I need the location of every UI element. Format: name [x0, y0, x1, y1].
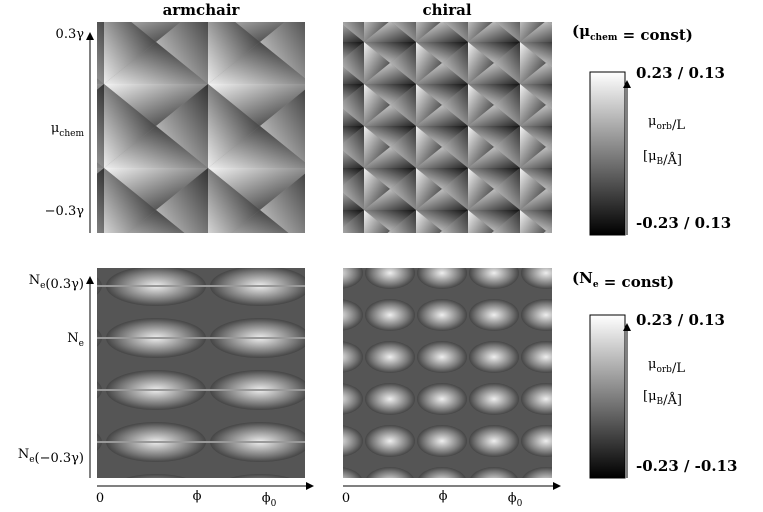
- text-part: ϕ: [262, 491, 271, 506]
- y-label: Ne: [67, 331, 84, 349]
- text-part: (−0.3γ): [35, 451, 84, 466]
- text-part: ϕ: [508, 491, 517, 506]
- x-label: ϕ0: [262, 491, 277, 509]
- condition-label: (Ne = const): [572, 269, 674, 291]
- x-label: 0: [342, 491, 350, 506]
- text-part: [μ: [643, 389, 657, 404]
- column-title: chiral: [422, 1, 471, 19]
- colorbar-max: 0.23 / 0.13: [636, 311, 725, 329]
- text-part: μ: [648, 114, 656, 129]
- x-label: 0: [96, 491, 104, 506]
- colorbar-min: -0.23 / -0.13: [636, 457, 737, 475]
- y-label: Ne(−0.3γ): [18, 447, 84, 466]
- subscript: e: [40, 281, 45, 291]
- subscript: B: [657, 397, 664, 407]
- subscript: chem: [590, 33, 618, 43]
- subscript: 0: [517, 499, 523, 509]
- density-plot: [97, 268, 305, 478]
- text-part: [μ: [643, 149, 657, 164]
- y-label: Ne(0.3γ): [29, 273, 84, 292]
- text-part: 0.3γ: [56, 27, 85, 42]
- text-part: N: [18, 447, 29, 462]
- colorbar-label: μorb/L: [648, 114, 685, 133]
- subscript: chem: [59, 129, 84, 139]
- colorbar-unit: [μB/Å]: [643, 389, 682, 408]
- text-part: (μ: [572, 22, 590, 40]
- colorbar-min: -0.23 / 0.13: [636, 214, 731, 232]
- subscript: orb: [656, 365, 672, 375]
- text-part: N: [29, 273, 40, 288]
- column-title: armchair: [163, 1, 241, 19]
- x-label: ϕ: [439, 489, 448, 504]
- density-plot: [343, 268, 552, 478]
- text-part: /L: [672, 118, 685, 133]
- y-label: μchem: [51, 121, 85, 139]
- text-part: (0.3γ): [45, 277, 84, 292]
- subscript: 0: [271, 499, 277, 509]
- text-part: /Å]: [663, 152, 682, 168]
- colorbar-max: 0.23 / 0.13: [636, 64, 725, 82]
- x-label: ϕ: [193, 489, 202, 504]
- text-part: μ: [648, 357, 656, 372]
- text-part: = const): [617, 26, 693, 44]
- colorbar: [589, 314, 626, 479]
- text-part: N: [67, 331, 78, 346]
- text-part: −0.3γ: [45, 204, 85, 219]
- text-part: /Å]: [663, 392, 682, 408]
- colorbar-unit: [μB/Å]: [643, 149, 682, 168]
- subscript: orb: [656, 122, 672, 132]
- x-label: ϕ0: [508, 491, 523, 509]
- subscript: B: [657, 157, 664, 167]
- density-plot: [343, 22, 552, 233]
- colorbar: [589, 71, 626, 236]
- y-label: 0.3γ: [56, 27, 85, 42]
- subscript: e: [29, 455, 34, 465]
- subscript: e: [593, 280, 599, 290]
- y-label: −0.3γ: [45, 204, 85, 219]
- colorbar-label: μorb/L: [648, 357, 685, 376]
- subscript: e: [79, 339, 84, 349]
- text-part: (N: [572, 269, 593, 287]
- text-part: μ: [51, 121, 59, 136]
- condition-label: (μchem = const): [572, 22, 693, 44]
- density-plot: [97, 22, 305, 233]
- text-part: /L: [672, 361, 685, 376]
- text-part: = const): [599, 273, 675, 291]
